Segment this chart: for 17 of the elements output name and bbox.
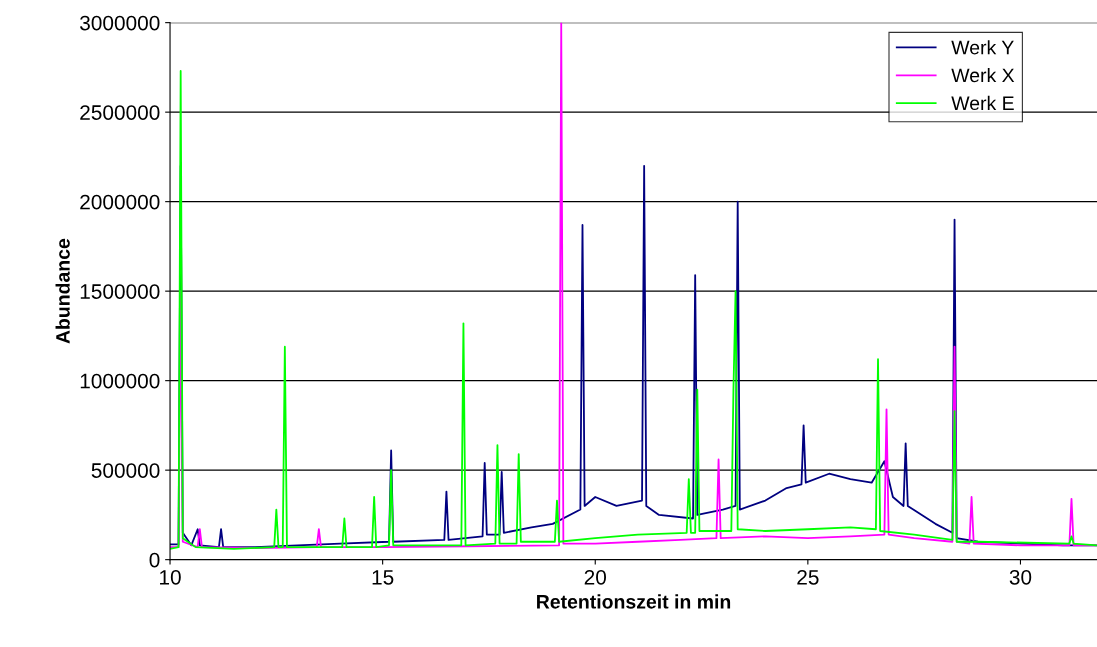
y-tick-label: 3000000: [80, 15, 160, 31]
y-axis-title: Abundance: [55, 238, 70, 344]
y-tick-label: 2000000: [80, 194, 160, 210]
y-tick-label: 500000: [91, 463, 160, 478]
legend-label: Werk X: [951, 67, 1015, 83]
x-tick-label: 15: [372, 570, 394, 585]
y-tick-label: 1500000: [80, 284, 160, 299]
y-tick-label: 0: [149, 552, 160, 568]
x-tick-label: 30: [1009, 569, 1032, 585]
legend-label: Werk Y: [951, 40, 1014, 55]
x-tick-label: 25: [797, 569, 819, 585]
x-axis-title: Retentionszeit in min: [537, 594, 731, 609]
y-tick-label: 2500000: [80, 105, 160, 120]
x-tick-label: 10: [160, 569, 181, 585]
x-tick-label: 20: [584, 569, 607, 585]
y-tick-label: 1000000: [80, 373, 160, 389]
legend-label: Werk E: [951, 95, 1014, 111]
